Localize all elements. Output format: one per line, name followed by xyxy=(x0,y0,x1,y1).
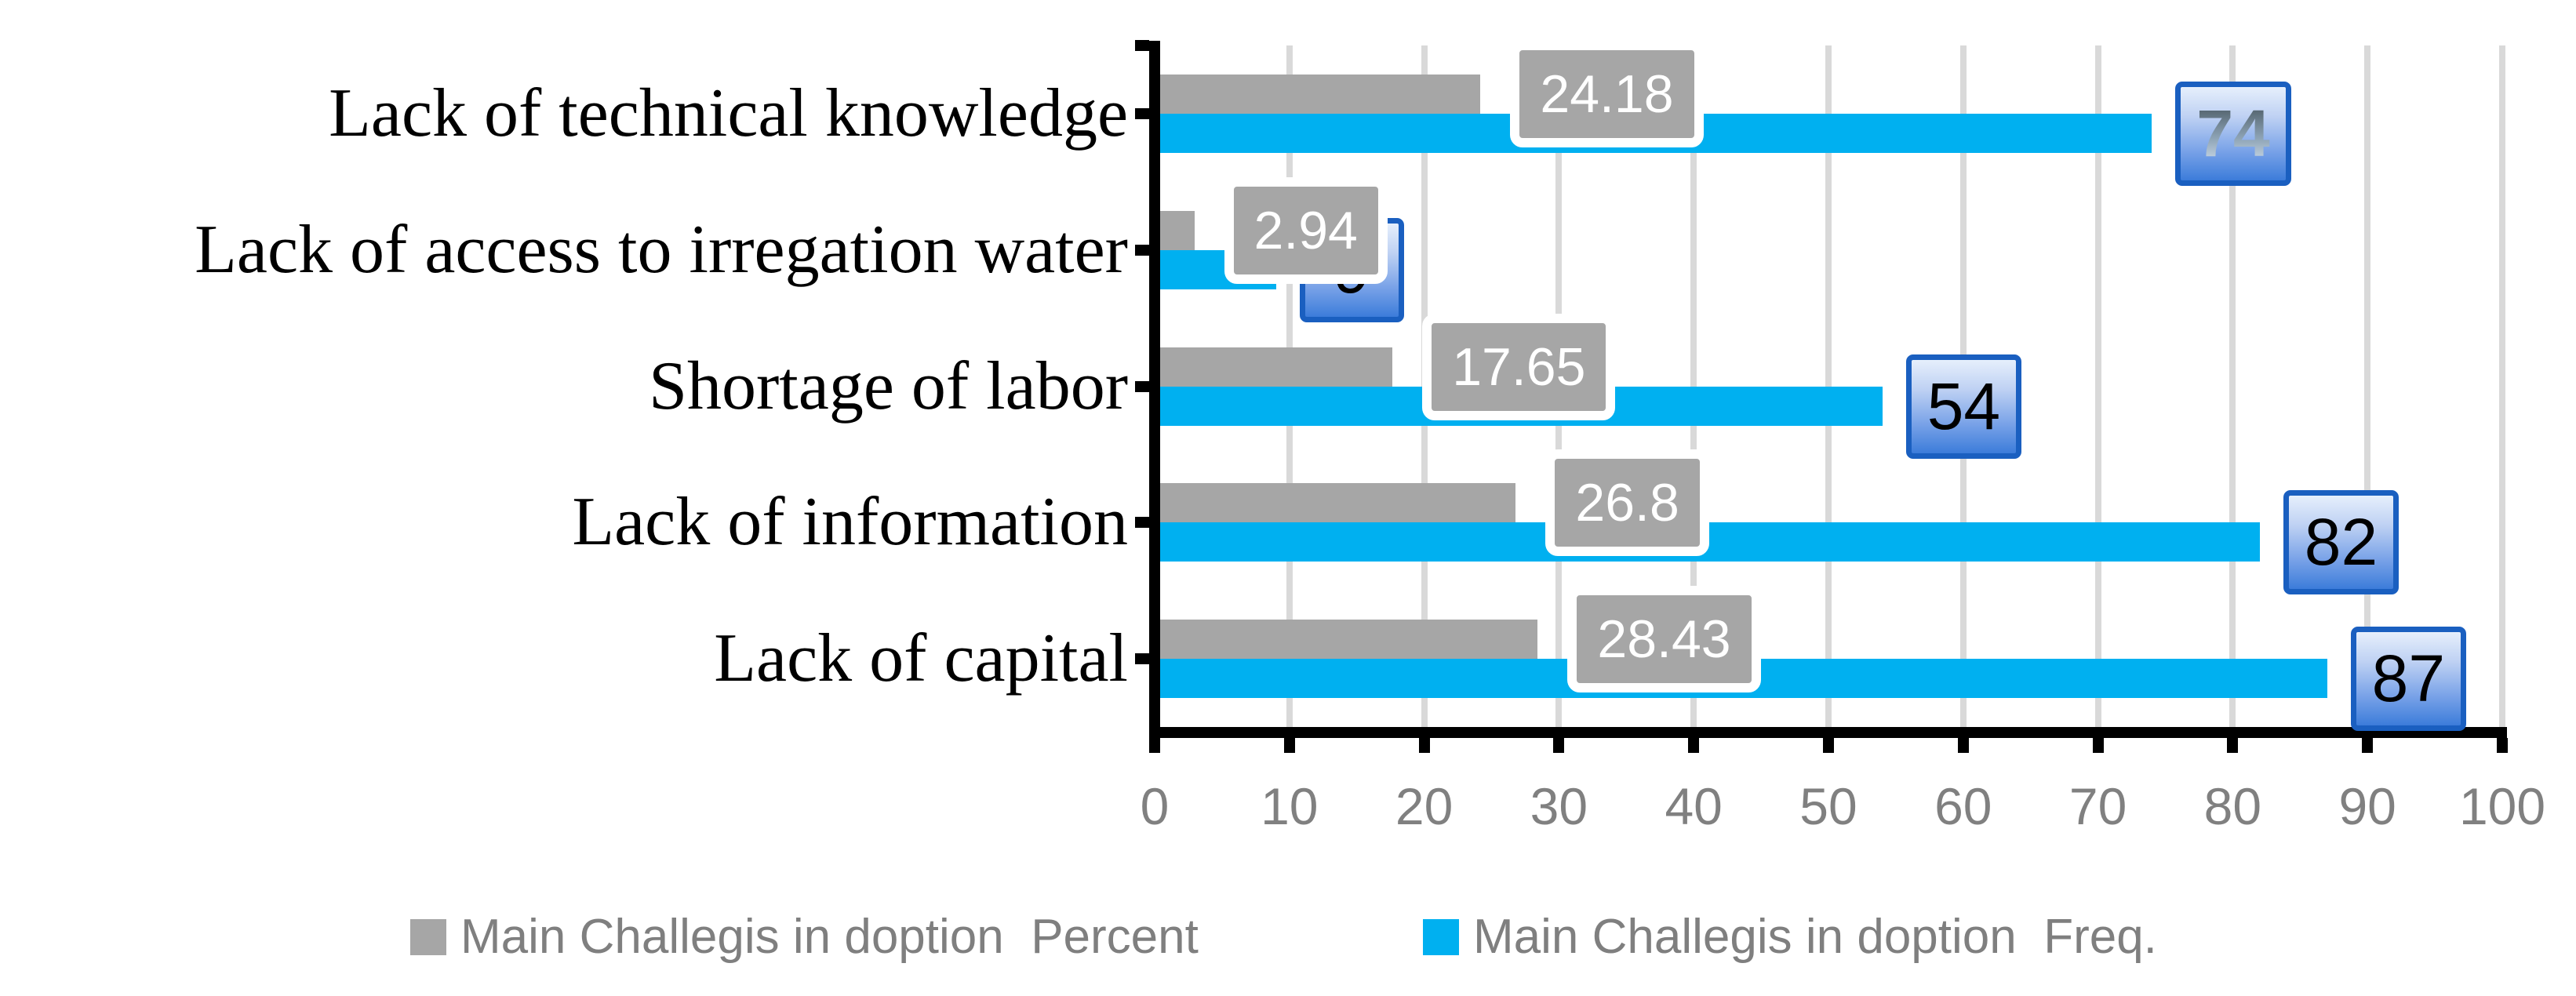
freq-data-label-text: 82 xyxy=(2304,505,2378,580)
percent-data-label: 17.65 xyxy=(1422,313,1616,420)
legend-label-percent: Main Challegis in doption Percent xyxy=(460,910,1199,964)
percent-data-label: 28.43 xyxy=(1567,586,1761,693)
y-axis-tick xyxy=(1135,40,1149,51)
category-label-text: Lack of technical knowledge xyxy=(329,75,1128,151)
bar-percent[interactable] xyxy=(1155,620,1538,660)
x-tick-label-text: 90 xyxy=(2338,777,2396,835)
percent-data-label-text: 26.8 xyxy=(1575,473,1679,533)
freq-data-label: 54 xyxy=(1905,354,2022,459)
x-tick-label: 100 xyxy=(2408,779,2576,834)
x-axis-tick xyxy=(2497,738,2508,753)
category-label-text: Lack of access to irregation water xyxy=(195,211,1128,288)
x-tick-label: 30 xyxy=(1464,779,1653,834)
legend-swatch-freq xyxy=(1423,919,1459,955)
bar-percent[interactable] xyxy=(1155,210,1195,250)
gridline xyxy=(2229,45,2236,727)
percent-data-label: 24.18 xyxy=(1510,40,1704,147)
bar-percent[interactable] xyxy=(1155,347,1393,387)
freq-data-label: 82 xyxy=(2283,490,2400,595)
x-axis-line xyxy=(1149,727,2507,738)
x-tick-label-text: 20 xyxy=(1395,777,1454,835)
legend-entry-percent: Main Challegis in doption Percent xyxy=(410,912,1199,962)
x-tick-label: 10 xyxy=(1195,779,1384,834)
freq-data-label-text: 54 xyxy=(1927,369,2001,443)
gridline xyxy=(2364,45,2371,727)
percent-data-label: 26.8 xyxy=(1545,449,1709,557)
x-axis-tick xyxy=(2362,738,2374,753)
x-axis-tick xyxy=(1149,738,1160,753)
legend-swatch-percent xyxy=(410,919,446,955)
category-label: Lack of access to irregation water xyxy=(195,210,1128,290)
legend-entry-freq: Main Challegis in doption Freq. xyxy=(1423,912,2157,962)
y-axis-tick xyxy=(1135,107,1149,119)
x-tick-label: 20 xyxy=(1330,779,1519,834)
x-axis-tick xyxy=(1553,738,1565,753)
x-tick-label: 40 xyxy=(1599,779,1788,834)
x-axis-tick xyxy=(1283,738,1295,753)
y-axis-tick xyxy=(1135,653,1149,665)
x-axis-tick xyxy=(1823,738,1834,753)
bar-percent[interactable] xyxy=(1155,74,1481,114)
percent-data-label-text: 28.43 xyxy=(1597,609,1731,670)
gridline xyxy=(2094,45,2101,727)
freq-data-label: 87 xyxy=(2350,627,2467,732)
y-axis-tick xyxy=(1135,380,1149,392)
category-label: Lack of technical knowledge xyxy=(329,74,1128,154)
x-axis-tick xyxy=(1957,738,1969,753)
freq-data-label: 74 xyxy=(2175,81,2291,186)
x-axis-tick xyxy=(2227,738,2239,753)
category-label-text: Lack of information xyxy=(572,484,1128,561)
y-axis-tick xyxy=(1135,517,1149,529)
x-tick-label: 80 xyxy=(2138,779,2327,834)
percent-data-label-text: 2.94 xyxy=(1253,200,1358,260)
freq-data-label-text: 74 xyxy=(2196,96,2270,170)
percent-data-label-text: 17.65 xyxy=(1452,336,1586,397)
x-tick-label-text: 100 xyxy=(2458,777,2546,835)
bar-percent[interactable] xyxy=(1155,483,1516,523)
category-label-text: Lack of capital xyxy=(714,620,1128,697)
x-tick-label-text: 80 xyxy=(2203,777,2262,835)
x-tick-label-text: 0 xyxy=(1140,777,1170,835)
x-tick-label-text: 30 xyxy=(1530,777,1588,835)
category-label: Shortage of labor xyxy=(649,347,1128,427)
x-tick-label: 70 xyxy=(2004,779,2192,834)
x-tick-label-text: 10 xyxy=(1261,777,1319,835)
x-axis-tick xyxy=(1688,738,1700,753)
x-tick-label: 60 xyxy=(1869,779,2058,834)
x-axis-tick xyxy=(2092,738,2104,753)
x-tick-label-text: 40 xyxy=(1665,777,1723,835)
x-tick-label: 0 xyxy=(1061,779,1249,834)
x-tick-label-text: 70 xyxy=(2068,777,2127,835)
category-label: Lack of capital xyxy=(714,619,1128,699)
freq-data-label-text: 87 xyxy=(2371,642,2446,716)
percent-data-label: 2.94 xyxy=(1224,176,1388,284)
category-label-text: Shortage of labor xyxy=(649,347,1128,424)
x-axis-tick xyxy=(1418,738,1430,753)
gridline xyxy=(2499,45,2505,727)
x-tick-label: 50 xyxy=(1734,779,1923,834)
y-axis-line xyxy=(1149,41,1160,738)
x-tick-label: 90 xyxy=(2273,779,2461,834)
y-axis-tick xyxy=(1135,244,1149,256)
x-tick-label-text: 50 xyxy=(1799,777,1857,835)
percent-data-label-text: 24.18 xyxy=(1540,64,1674,124)
x-tick-label-text: 60 xyxy=(1934,777,1992,835)
category-label: Lack of information xyxy=(572,482,1128,562)
legend-label-freq: Main Challegis in doption Freq. xyxy=(1473,910,2157,964)
